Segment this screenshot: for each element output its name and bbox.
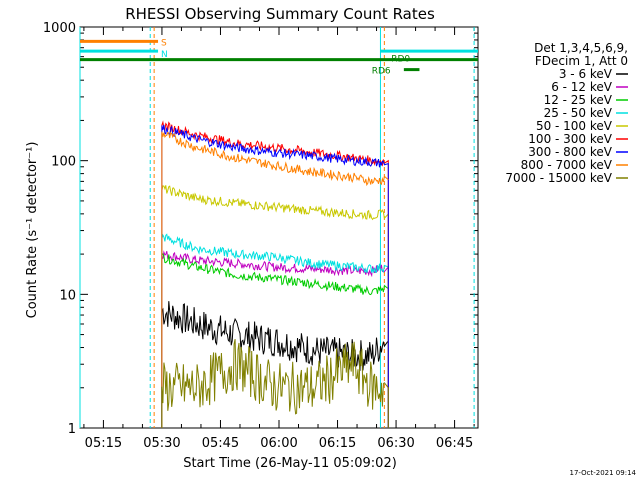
legend: Det 1,3,4,5,6,9,FDecim 1, Att 03 - 6 keV… bbox=[505, 41, 628, 185]
series-line bbox=[161, 124, 389, 428]
legend-entry-label: 12 - 25 keV bbox=[544, 93, 613, 107]
series-line bbox=[161, 131, 389, 428]
y-tick-label: 1 bbox=[68, 422, 76, 437]
x-tick-label: 06:15 bbox=[319, 436, 356, 451]
x-tick-label: 05:15 bbox=[85, 436, 122, 451]
y-tick-label: 10 bbox=[59, 288, 76, 303]
x-tick-label: 06:30 bbox=[377, 436, 414, 451]
legend-entry-label: 100 - 300 keV bbox=[528, 132, 612, 146]
legend-entry-label: 3 - 6 keV bbox=[559, 67, 613, 81]
legend-entry-label: 7000 - 15000 keV bbox=[505, 171, 612, 185]
legend-entry-label: 300 - 800 keV bbox=[528, 145, 612, 159]
y-axis-label: Count Rate (s⁻¹ detector⁻¹) bbox=[25, 142, 40, 319]
y-tick-label: 100 bbox=[51, 155, 76, 170]
x-axis-label: Start Time (26-May-11 05:09:02) bbox=[183, 456, 397, 471]
annotation-n: N bbox=[161, 50, 168, 60]
series-line bbox=[161, 185, 389, 428]
series-line bbox=[161, 233, 389, 428]
annotation-s: S bbox=[161, 38, 167, 48]
annotation-rd6: RD6 bbox=[372, 67, 391, 77]
series-line bbox=[161, 301, 389, 428]
legend-entry-label: 25 - 50 keV bbox=[544, 106, 613, 120]
series-line bbox=[161, 339, 389, 428]
legend-entry-label: 800 - 7000 keV bbox=[521, 158, 613, 172]
legend-entry-label: 50 - 100 keV bbox=[536, 119, 613, 133]
annotation-rd0: RD0 bbox=[391, 55, 410, 65]
series-line bbox=[161, 120, 389, 428]
x-tick-label: 05:30 bbox=[143, 436, 180, 451]
x-tick-label: 05:45 bbox=[202, 436, 239, 451]
footer-timestamp: 17-Oct-2021 09:14 bbox=[570, 469, 637, 477]
x-tick-label: 06:45 bbox=[436, 436, 473, 451]
y-tick-label: 1000 bbox=[43, 21, 76, 36]
legend-entry-label: 6 - 12 keV bbox=[551, 80, 613, 94]
legend-header-line: FDecim 1, Att 0 bbox=[535, 54, 628, 68]
series-line bbox=[161, 253, 389, 428]
plot-area: 1 10 100 1000 05:15 05:30 05:45 06:00 06:15 06:30… bbox=[43, 21, 479, 451]
x-tick-label: 06:00 bbox=[260, 436, 297, 451]
chart-title: RHESSI Observing Summary Count Rates bbox=[125, 5, 435, 23]
legend-header-line: Det 1,3,4,5,6,9, bbox=[534, 41, 628, 55]
